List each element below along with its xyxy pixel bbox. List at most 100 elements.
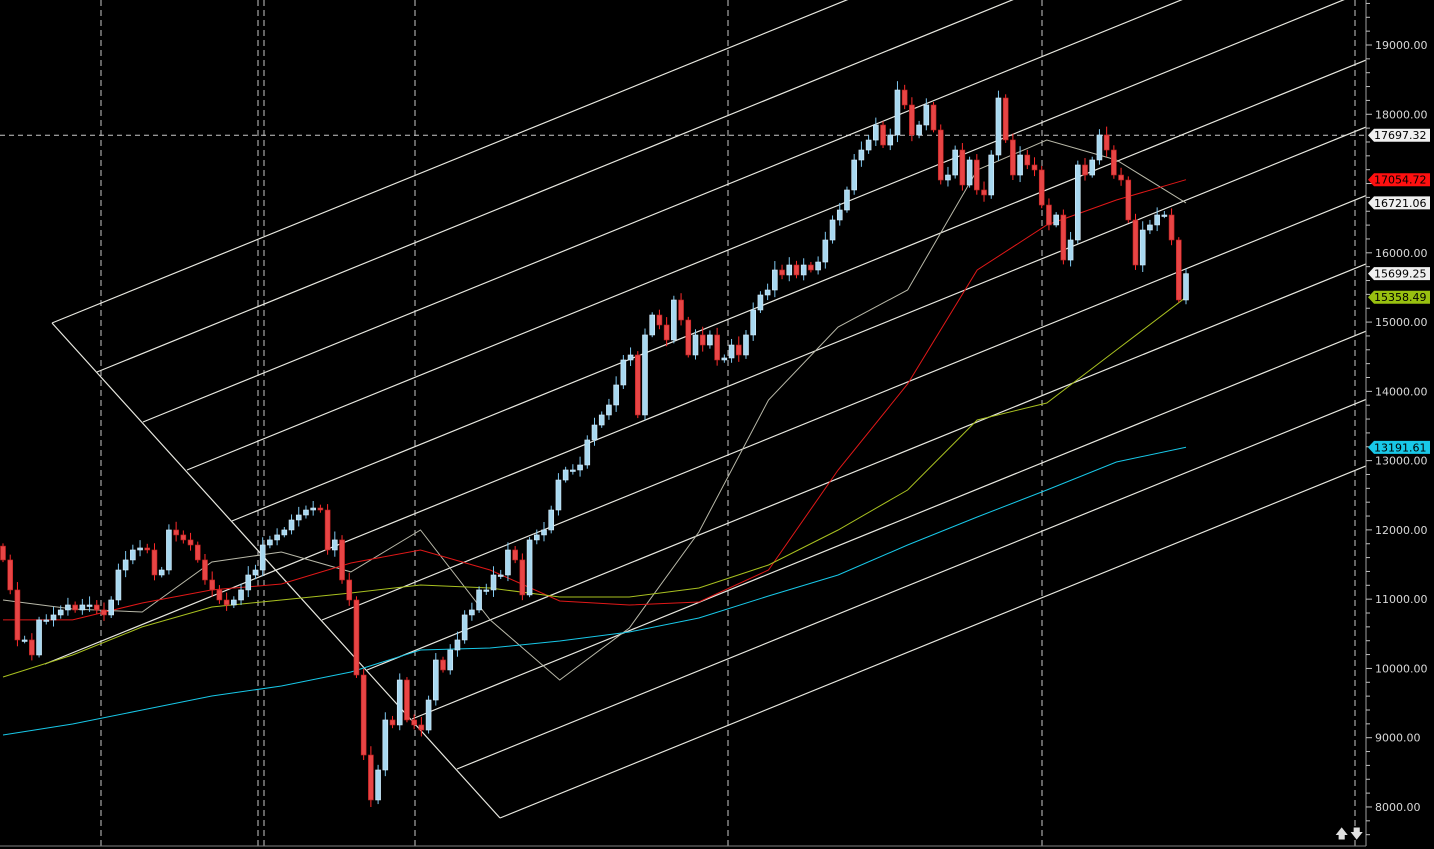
ma_fast-price-tag-box bbox=[1368, 196, 1430, 210]
candle-up bbox=[743, 334, 749, 356]
candle-up bbox=[375, 769, 381, 801]
candle-up bbox=[497, 574, 504, 577]
axis-tick-label: 15000.00 bbox=[1375, 316, 1428, 329]
arrow-down-icon[interactable]: 🡇 bbox=[1350, 827, 1364, 842]
candle-down bbox=[187, 539, 194, 546]
candle-up bbox=[86, 604, 93, 607]
candle-up bbox=[533, 534, 540, 541]
candle-down bbox=[937, 129, 944, 181]
candle-down bbox=[93, 604, 100, 611]
ma_long-price-tag: 13191.61 bbox=[1374, 441, 1427, 454]
candle-down bbox=[779, 269, 785, 276]
candle-up bbox=[887, 134, 894, 146]
candle-down bbox=[7, 559, 14, 591]
ma_long-price-tag-box bbox=[1368, 440, 1430, 454]
ma_mid-price-tag: 17054.72 bbox=[1374, 174, 1427, 187]
candle-down bbox=[793, 264, 800, 276]
candle-down bbox=[735, 344, 742, 356]
candle-down bbox=[324, 509, 331, 551]
candle-down bbox=[1125, 179, 1132, 221]
candle-up bbox=[584, 439, 591, 466]
candle-up bbox=[1067, 239, 1074, 261]
candle-up bbox=[728, 344, 735, 359]
candle-up bbox=[57, 609, 64, 616]
candle-down bbox=[656, 314, 663, 326]
pitchfork-drawing[interactable] bbox=[44, 0, 1367, 819]
candle-up bbox=[721, 357, 728, 361]
candle-up bbox=[295, 514, 302, 521]
candle-up bbox=[995, 97, 1002, 156]
moving-average-ma_long bbox=[2, 446, 1187, 736]
candle-up bbox=[988, 154, 995, 196]
candle-up bbox=[288, 519, 295, 531]
candle-up bbox=[281, 529, 288, 536]
candle-up bbox=[332, 539, 338, 551]
candle-up bbox=[642, 334, 648, 416]
ma_fast-price-tag: 16721.06 bbox=[1374, 197, 1427, 210]
candle-up bbox=[764, 289, 771, 296]
candle-down bbox=[634, 354, 641, 416]
candle-up bbox=[772, 269, 778, 291]
candle-down bbox=[216, 589, 223, 601]
candle-up bbox=[1154, 214, 1160, 226]
candle-up bbox=[1017, 154, 1023, 176]
candle-down bbox=[151, 549, 158, 576]
candle-up bbox=[606, 404, 612, 416]
candle-up bbox=[577, 464, 583, 471]
candle-up bbox=[526, 539, 533, 596]
candle-up bbox=[613, 384, 619, 406]
candle-up bbox=[851, 159, 857, 191]
crosshair-price-tag-box bbox=[1368, 128, 1430, 142]
candle-down bbox=[974, 159, 980, 191]
axis-tick-label: 14000.00 bbox=[1375, 385, 1428, 398]
candle-up bbox=[562, 469, 569, 481]
axis-tick-label: 8000.00 bbox=[1375, 801, 1421, 814]
candle-up bbox=[382, 719, 389, 771]
candle-up bbox=[21, 639, 28, 642]
arrow-up-icon[interactable]: 🡅 bbox=[1335, 827, 1349, 842]
candle-up bbox=[750, 309, 756, 336]
axis-tick-label: 16000.00 bbox=[1375, 247, 1428, 260]
candle-up bbox=[274, 534, 280, 541]
candle-up bbox=[245, 574, 252, 591]
candle-up bbox=[829, 219, 836, 241]
candle-up bbox=[671, 299, 677, 341]
axis-tick-label: 10000.00 bbox=[1375, 662, 1428, 675]
candle-up bbox=[1053, 214, 1059, 226]
candle-down bbox=[440, 659, 446, 671]
candle-up bbox=[433, 659, 439, 701]
candle-up bbox=[591, 424, 598, 441]
candle-up bbox=[620, 359, 627, 386]
axis-tick-label: 12000.00 bbox=[1375, 524, 1428, 537]
candle-down bbox=[209, 579, 215, 591]
candle-up bbox=[894, 89, 901, 136]
channel-line bbox=[321, 195, 1367, 621]
candle-up bbox=[476, 589, 482, 611]
candle-down bbox=[663, 324, 670, 341]
candle-down bbox=[512, 549, 518, 561]
candle-down bbox=[678, 299, 684, 321]
candle-up bbox=[469, 609, 475, 616]
candle-up bbox=[707, 334, 713, 346]
candle-up bbox=[815, 261, 821, 271]
candle-down bbox=[959, 149, 966, 186]
candle-up bbox=[858, 149, 865, 161]
candle-up bbox=[461, 614, 468, 641]
channel-line bbox=[44, 126, 1367, 665]
axis-tick-label: 18000.00 bbox=[1375, 108, 1428, 121]
candle-up bbox=[303, 509, 309, 516]
candle-down bbox=[1103, 134, 1110, 151]
candle-up bbox=[627, 354, 634, 361]
candle-down bbox=[1175, 239, 1182, 301]
candle-up bbox=[555, 479, 562, 511]
price-tags: 17697.32 17054.72 16721.06 15358.49 13191.61… bbox=[1368, 128, 1430, 454]
candle-down bbox=[411, 719, 417, 726]
candle-up bbox=[36, 619, 42, 656]
channel-line bbox=[96, 0, 1014, 373]
candle-up bbox=[1096, 134, 1103, 161]
candle-up bbox=[598, 414, 605, 426]
candle-up bbox=[425, 699, 432, 731]
candle-down bbox=[404, 679, 410, 721]
